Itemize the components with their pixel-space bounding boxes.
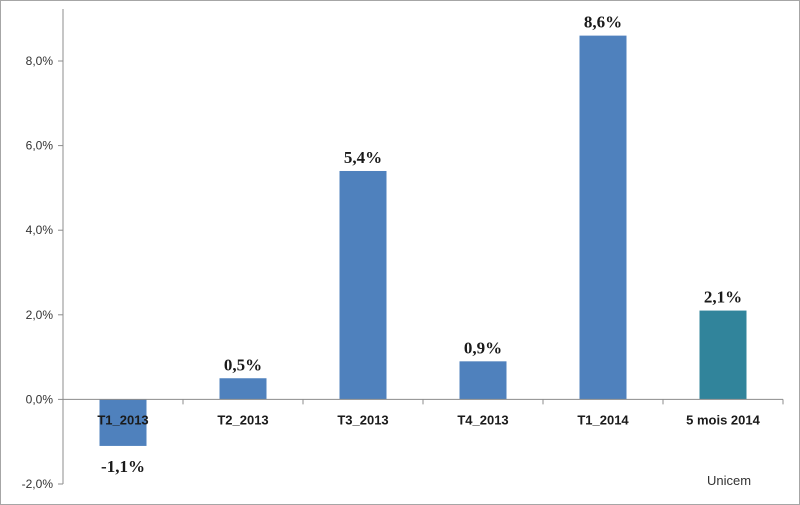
y-tick-label: -2,0%	[22, 477, 54, 491]
data-label: 2,1%	[704, 288, 742, 307]
x-tick-label: T3_2013	[337, 412, 388, 427]
bar-t4_2013	[459, 361, 507, 400]
x-tick-label: T4_2013	[457, 412, 508, 427]
data-label: 8,6%	[584, 13, 622, 32]
data-label: -1,1%	[101, 457, 145, 476]
bar-t1_2013	[99, 399, 147, 446]
y-tick-label: 0,0%	[26, 392, 54, 406]
bar-t2_2013	[219, 378, 267, 400]
data-label: 0,9%	[464, 338, 502, 357]
data-labels: -1,1% 0,5% 5,4% 0,9% 8,6% 2,1%	[101, 13, 742, 476]
x-tick-label: T1_2013	[97, 412, 148, 427]
y-tick-label: 4,0%	[26, 223, 54, 237]
data-label: 5,4%	[344, 148, 382, 167]
bar-t1_2014	[579, 35, 627, 400]
x-axis: T1_2013 T2_2013 T3_2013 T4_2013 T1_2014 5 moi…	[62, 398, 784, 427]
x-tick-label: T2_2013	[217, 412, 268, 427]
bar-5-mois-2014	[699, 310, 747, 400]
data-label: 0,5%	[224, 355, 262, 374]
y-tick-label: 2,0%	[26, 308, 54, 322]
x-tick-label: T1_2014	[577, 412, 629, 427]
y-axis: -2,0% 0,0% 2,0% 4,0% 6,0% 8,0%	[22, 9, 64, 491]
y-tick-label: 8,0%	[26, 54, 54, 68]
source-label: Unicem	[707, 473, 751, 488]
bar-t3_2013	[339, 170, 387, 400]
x-tick-label: 5 mois 2014	[686, 412, 760, 427]
bars	[99, 35, 747, 446]
y-tick-label: 6,0%	[26, 139, 54, 153]
